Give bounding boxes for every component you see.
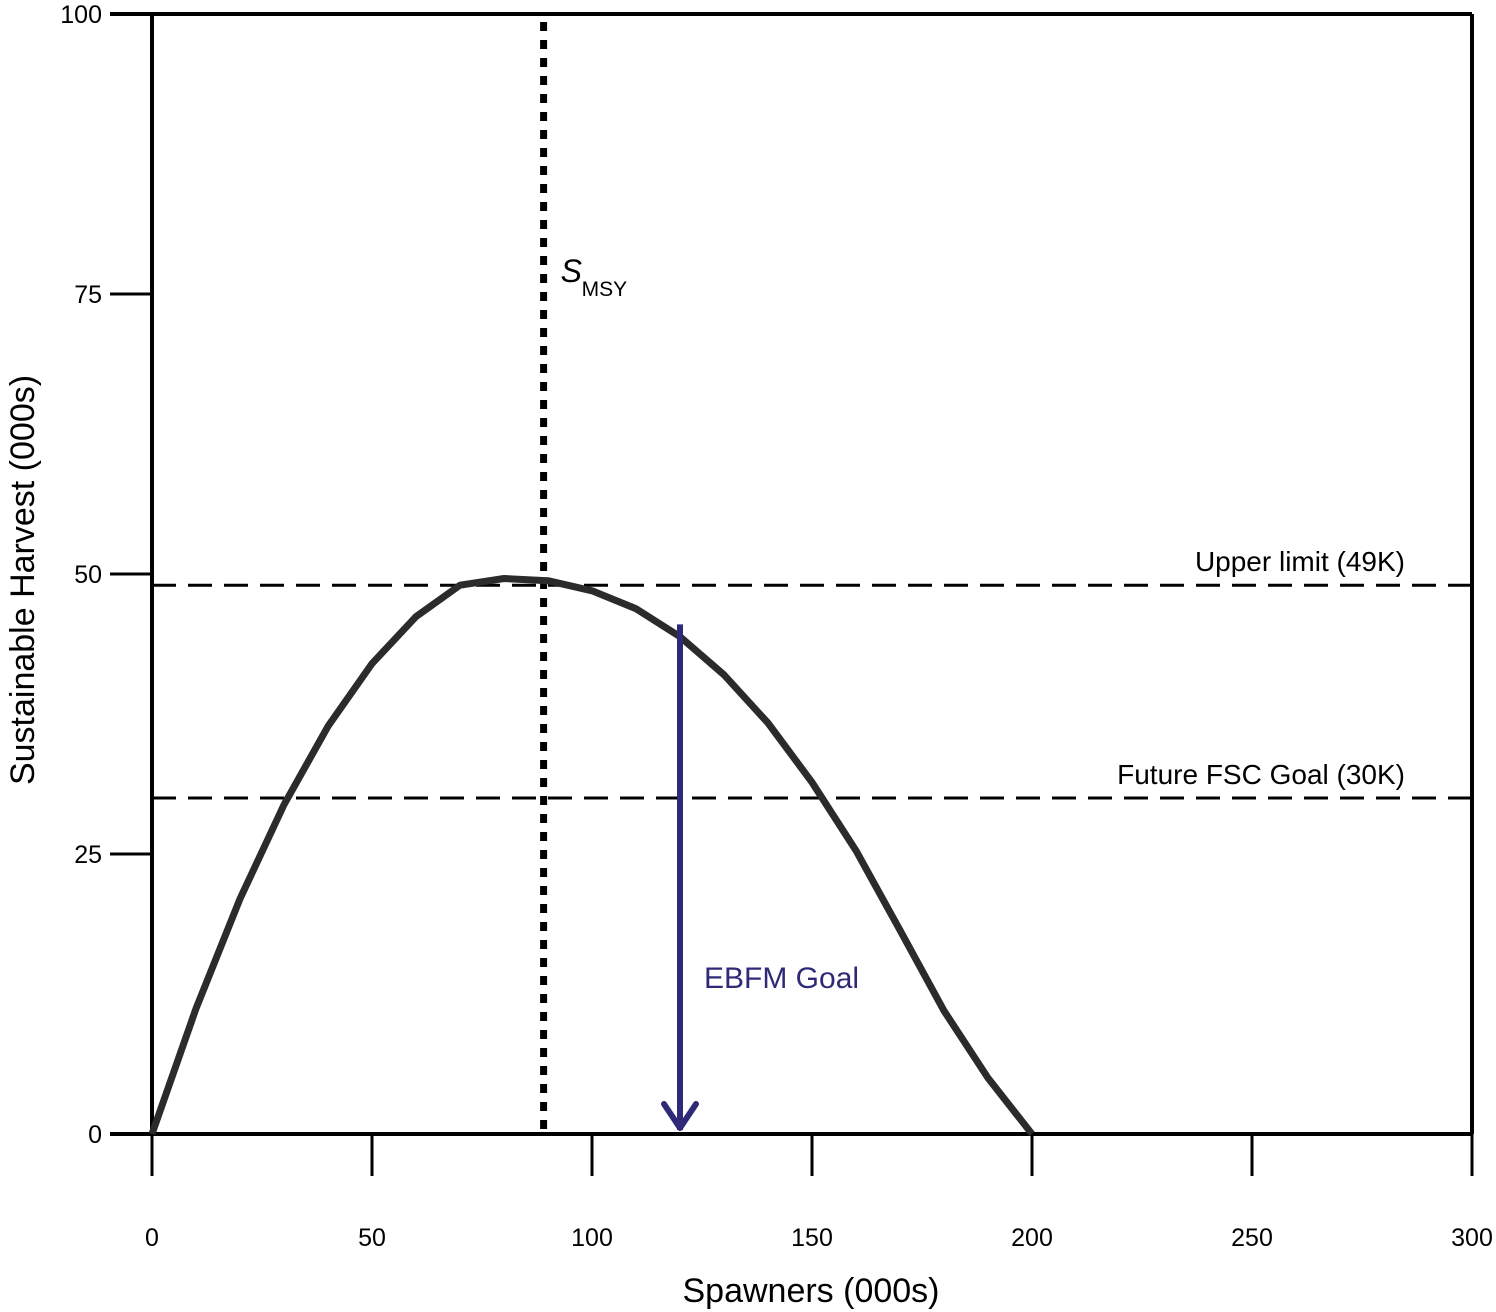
y-tick-label: 50 — [74, 561, 102, 589]
smsy-label-sub: MSY — [582, 278, 628, 301]
x-tick-label: 300 — [1451, 1224, 1493, 1252]
arrow-layer: EBFM Goal — [661, 624, 859, 1131]
y-tick-label: 75 — [74, 281, 102, 309]
x-tick-label: 50 — [358, 1224, 386, 1252]
x-tick-label: 250 — [1231, 1224, 1273, 1252]
x-tick-label: 0 — [145, 1224, 159, 1252]
harvest-curve — [148, 575, 1035, 1137]
x-axis-ticks: 0 50 100 150 200 250 300 — [145, 1134, 1493, 1252]
y-tick-label: 100 — [60, 1, 102, 29]
reference-lines: Upper limit (49K) Future FSC Goal (30K) SM… — [152, 22, 1472, 1134]
y-axis-label: Sustainable Harvest (000s) — [4, 375, 42, 785]
ebfm-arrow-head — [661, 1101, 699, 1131]
smsy-label-main: S — [561, 253, 582, 289]
y-axis-ticks: 0 25 50 75 100 — [60, 1, 152, 1149]
ebfm-label: EBFM Goal — [704, 962, 859, 995]
x-tick-label: 200 — [1011, 1224, 1053, 1252]
ref-line-label: Upper limit (49K) — [1195, 546, 1405, 577]
x-tick-label: 100 — [571, 1224, 613, 1252]
y-tick-label: 25 — [74, 841, 102, 869]
x-tick-label: 150 — [791, 1224, 833, 1252]
series-layer — [148, 575, 1035, 1137]
ref-line-label: Future FSC Goal (30K) — [1117, 759, 1405, 790]
x-axis-label: Spawners (000s) — [682, 1272, 939, 1310]
y-tick-label: 0 — [88, 1121, 102, 1149]
